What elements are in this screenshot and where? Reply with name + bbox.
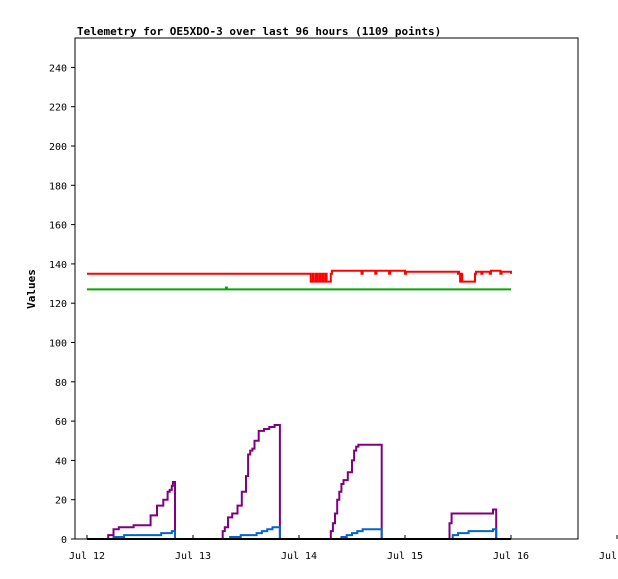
chart-title: Telemetry for OE5XDO-3 over last 96 hour… <box>77 25 441 38</box>
y-tick-label: 60 <box>55 417 67 428</box>
y-tick-label: 80 <box>55 378 67 389</box>
x-tick-label: Jul 12 <box>69 551 105 562</box>
x-tick-label: Jul 13 <box>175 551 211 562</box>
y-tick-label: 120 <box>49 299 67 310</box>
y-tick-label: 20 <box>55 496 67 507</box>
y-tick-label: 0 <box>61 535 67 546</box>
y-tick-label: 140 <box>49 260 67 271</box>
y-tick-label: 160 <box>49 221 67 232</box>
x-tick-label: Jul 15 <box>387 551 423 562</box>
y-tick-label: 240 <box>49 63 67 74</box>
series-line-1 <box>87 286 511 291</box>
y-tick-label: 200 <box>49 142 67 153</box>
x-tick-label: Jul 14 <box>281 551 317 562</box>
series-line-3 <box>87 526 511 540</box>
series-lines <box>87 269 512 540</box>
y-axis-label: Values <box>25 269 38 309</box>
y-axis: 0 20 40 60 80 100 120 140 160 180 200 220 240 <box>49 63 75 546</box>
y-tick-label: 40 <box>55 456 67 467</box>
y-tick-label: 100 <box>49 339 67 350</box>
series-line-0 <box>87 269 512 283</box>
series-line-2 <box>87 424 511 540</box>
y-tick-label: 220 <box>49 103 67 114</box>
x-tick-label: Jul 16 <box>493 551 529 562</box>
x-tick-label: Jul 17 <box>599 551 618 562</box>
y-tick-label: 180 <box>49 181 67 192</box>
